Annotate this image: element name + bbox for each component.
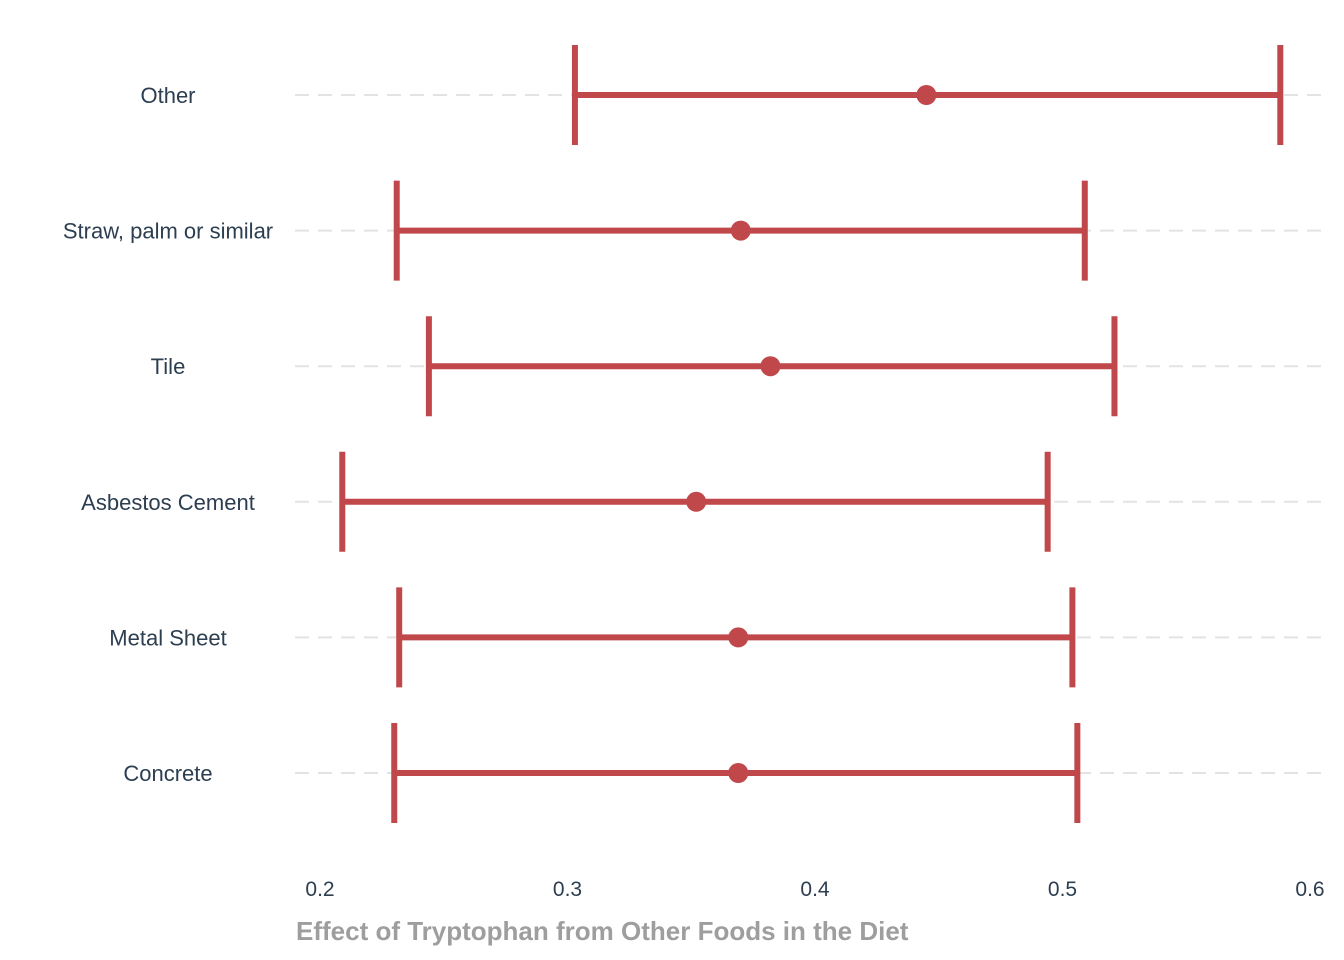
category-label: Straw, palm or similar	[63, 219, 273, 244]
category-label: Other	[140, 83, 195, 108]
x-axis-title: Effect of Tryptophan from Other Foods in…	[296, 916, 909, 946]
estimate-point	[916, 85, 937, 105]
category-labels: Other Straw, palm or similar Tile Asbestos …	[63, 83, 273, 786]
x-tick-label: 0.3	[553, 878, 582, 901]
category-label: Asbestos Cement	[81, 490, 255, 515]
grid-layer	[295, 94, 1330, 774]
category-label: Tile	[151, 354, 186, 379]
x-tick-label: 0.6	[1295, 878, 1324, 901]
estimate-point	[730, 220, 751, 241]
estimate-point	[728, 763, 749, 783]
marks-layer	[339, 45, 1284, 823]
x-tick-label: 0.2	[305, 878, 334, 901]
x-tick-label: 0.4	[800, 878, 830, 901]
category-label: Metal Sheet	[109, 625, 226, 650]
estimate-point	[686, 491, 707, 512]
category-label: Concrete	[123, 761, 212, 786]
estimate-point	[760, 356, 781, 377]
x-tick-labels: 0.2 0.3 0.4 0.5 0.6	[305, 878, 1324, 901]
x-tick-label: 0.5	[1048, 878, 1077, 901]
estimate-point	[728, 627, 749, 648]
